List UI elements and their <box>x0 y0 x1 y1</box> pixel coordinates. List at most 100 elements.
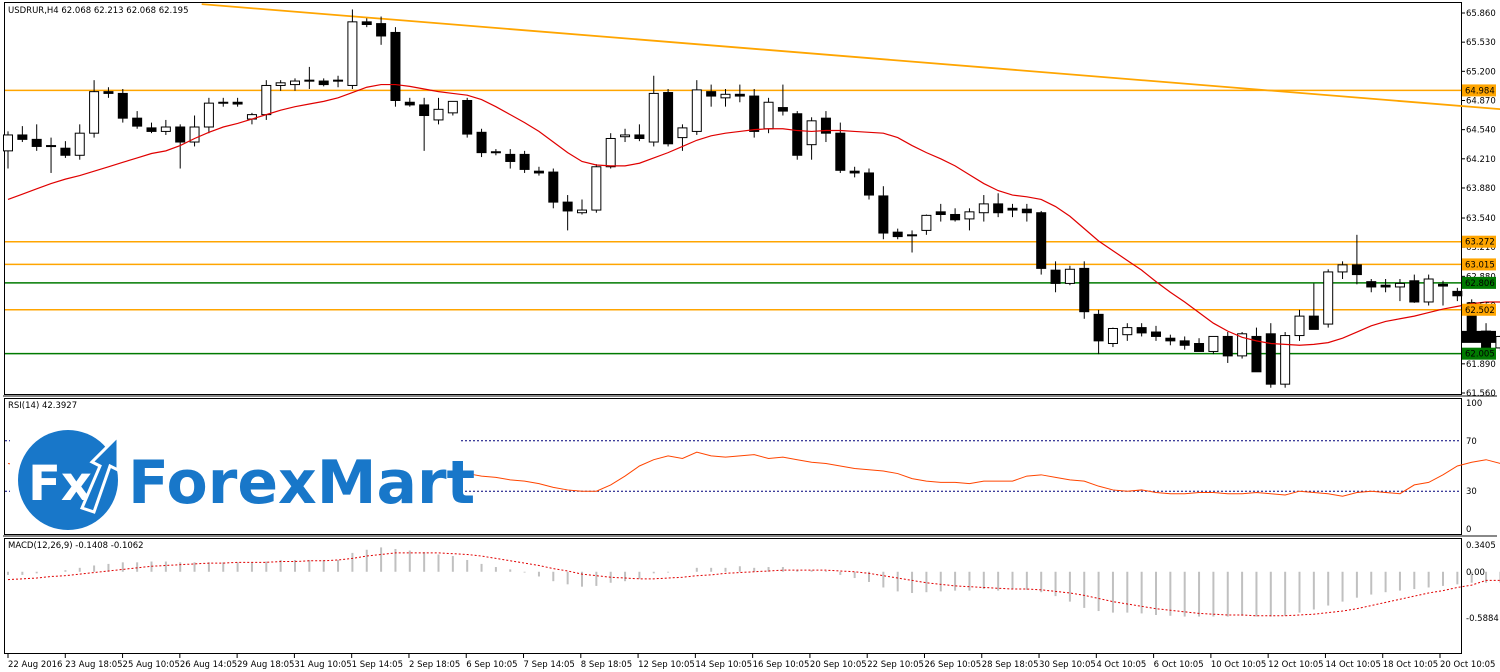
price-label: 62.502 <box>1465 306 1495 316</box>
price-label: 64.984 <box>1465 86 1495 96</box>
candle-body-bear <box>706 91 717 97</box>
candle-body-bear <box>777 107 788 112</box>
x-tick-label: 23 Aug 18:05 <box>65 660 122 670</box>
candle <box>950 208 961 222</box>
candle-body-bull <box>447 100 458 114</box>
candle <box>1265 323 1276 388</box>
candle-body-bull <box>978 203 989 214</box>
candle <box>1280 332 1291 388</box>
candle-body-bull <box>691 89 702 132</box>
candle-body-bull <box>304 79 315 82</box>
candle <box>74 124 85 160</box>
x-tick-label: 18 Oct 10:05 <box>1383 660 1438 670</box>
candle <box>1351 234 1362 285</box>
candle <box>1122 323 1133 341</box>
y-tick-label: 63.880 <box>1466 184 1496 194</box>
candle-body-bear <box>60 147 71 156</box>
x-tick-label: 1 Sep 14:05 <box>352 660 403 670</box>
candle <box>577 199 587 215</box>
x-tick-label: 14 Oct 10:05 <box>1325 660 1380 670</box>
candle <box>189 115 200 147</box>
candle <box>361 18 372 28</box>
candle <box>390 27 401 107</box>
candle-body-bear <box>17 134 28 140</box>
candle-body-bull <box>591 166 602 211</box>
candle <box>232 97 243 107</box>
candle <box>1036 210 1047 275</box>
candle-body-bear <box>1050 269 1061 284</box>
candle <box>103 87 114 98</box>
price-label-box <box>1462 276 1496 289</box>
candle <box>792 111 803 160</box>
candle <box>160 119 171 135</box>
candle-body-bull <box>1237 333 1248 357</box>
candle <box>1079 261 1090 319</box>
candle <box>476 128 487 158</box>
candle-body-bear <box>1179 340 1190 346</box>
candle <box>290 78 300 91</box>
x-tick-label: 30 Sep 10:05 <box>1039 660 1096 670</box>
candle-body-bull <box>1208 335 1219 352</box>
candle-body-bear <box>175 126 186 143</box>
candle-body-bear <box>878 195 889 234</box>
x-tick-label: 10 Oct 10:05 <box>1211 660 1266 670</box>
candle <box>1179 336 1190 350</box>
candle-body-bull <box>275 82 286 86</box>
price-label-box <box>1462 347 1496 360</box>
y-tick-label: 65.530 <box>1466 38 1496 48</box>
candle <box>218 97 229 107</box>
candle-body-bear <box>476 131 487 154</box>
candle <box>1495 335 1500 351</box>
candle-body-bear <box>864 172 874 196</box>
candle-body-bull <box>1122 327 1133 336</box>
candle <box>1064 265 1075 286</box>
candle <box>1409 274 1420 303</box>
y-tick-label: 64.870 <box>1466 96 1496 106</box>
candle-body-bull <box>261 84 272 116</box>
candle <box>318 78 329 87</box>
symbol-info: USDRUR,H4 62.068 62.213 62.068 62.195 <box>8 6 188 16</box>
candle-body-bear <box>232 101 243 105</box>
x-tick-label: 14 Sep 10:05 <box>695 660 752 670</box>
x-tick-label: 22 Aug 2016 <box>8 660 62 670</box>
candle-body-bear <box>1007 207 1018 211</box>
candle-body-bull <box>74 132 85 156</box>
y-tick-label: 61.890 <box>1466 360 1496 370</box>
rsi-tick-label: 70 <box>1466 437 1477 447</box>
candle <box>347 9 358 89</box>
candle <box>1021 203 1032 222</box>
candle-body-bull <box>203 102 214 128</box>
candle-body-bear <box>1438 283 1448 287</box>
candle-body-bear <box>835 132 846 171</box>
x-tick-label: 29 Aug 18:05 <box>237 660 294 670</box>
candle-body-bear <box>390 31 401 101</box>
x-tick-label: 8 Sep 18:05 <box>581 660 632 670</box>
candle <box>706 84 717 107</box>
candle <box>117 89 128 123</box>
candle-body-bear <box>404 101 415 106</box>
y-tick-label: 63.540 <box>1466 214 1496 224</box>
candle <box>1366 279 1377 293</box>
x-tick-label: 4 Oct 10:05 <box>1096 660 1146 670</box>
candle <box>648 75 659 147</box>
candle <box>433 97 444 125</box>
candle <box>1323 269 1334 328</box>
candle <box>404 97 415 107</box>
candle-body-bull <box>1323 271 1334 325</box>
candle <box>1308 283 1319 330</box>
candle-body-bear <box>1036 212 1047 269</box>
candle-body-bull <box>89 91 100 134</box>
y-tick-label: 64.540 <box>1466 126 1496 136</box>
candle <box>1208 335 1219 355</box>
candle <box>734 84 745 103</box>
price-label: 63.272 <box>1465 238 1495 248</box>
candle <box>1194 338 1205 352</box>
candle-body-bull <box>1280 335 1291 385</box>
candle-body-bear <box>849 170 860 174</box>
forexmart-logo: Fx ForexMart <box>10 430 475 530</box>
candle <box>820 111 831 143</box>
candle <box>304 66 315 89</box>
candle-body-bear <box>519 153 530 170</box>
candle <box>720 89 731 107</box>
